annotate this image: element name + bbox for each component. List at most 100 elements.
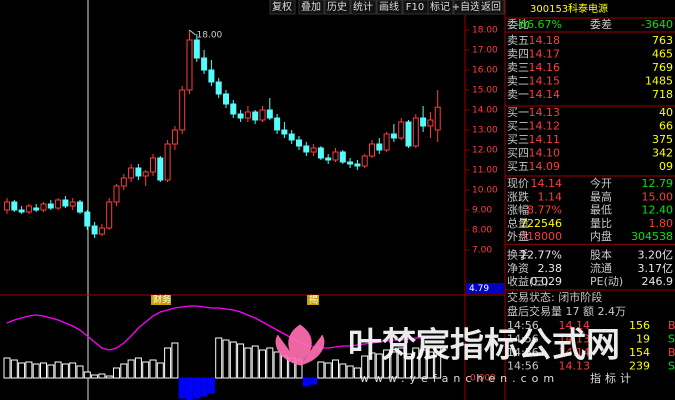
candle-body: [84, 211, 91, 227]
row-label: 涨幅: [507, 204, 529, 217]
candle-body: [215, 81, 222, 95]
watermark: 叶梵宸指标公式网 www.yefanchen.com 指标计: [275, 324, 635, 385]
row-price: 14.13: [529, 106, 561, 119]
indicator-bar: [105, 375, 113, 379]
cursor-box: [466, 283, 504, 294]
tick-price: 14.13: [559, 333, 591, 346]
row-label: 总量: [507, 216, 529, 230]
toolbar-button[interactable]: [269, 0, 296, 15]
toolbar-label[interactable]: 统计: [353, 0, 373, 13]
candle-body: [25, 205, 32, 213]
indicator-line: [6, 305, 438, 351]
y-tick-label: 18.00: [472, 26, 498, 36]
indicator-bar: [171, 342, 179, 379]
candle-body: [18, 209, 25, 213]
toolbar-label[interactable]: 返回: [481, 1, 501, 13]
high-label: 18.00: [197, 31, 223, 41]
indicator-bar: [10, 359, 18, 379]
row-volume: 66: [659, 120, 673, 133]
indicator-bar: [412, 347, 420, 379]
toolbar-label[interactable]: 画线: [379, 0, 399, 13]
status: 交易状态: 闭市阶段: [507, 290, 602, 304]
indicator-bar: [113, 367, 120, 379]
candle-body: [47, 203, 54, 209]
indicator-bar: [273, 351, 281, 379]
row-value: 0.029: [531, 275, 563, 288]
y-tick-label: 16.00: [472, 66, 498, 76]
stock-name: 科泰电源: [568, 2, 608, 15]
candle-body: [274, 117, 281, 131]
toolbar-button[interactable]: [350, 0, 377, 15]
candle-body: [113, 185, 120, 203]
y-tick-label: 9.00: [472, 206, 492, 216]
stock-code: 300153: [530, 4, 568, 15]
indicator-bar: [383, 349, 391, 379]
row-value: 246.9: [642, 275, 674, 288]
y-tick-label: 10.00: [472, 186, 498, 196]
toolbar-button[interactable]: [427, 0, 454, 15]
indicator-bar: [25, 361, 33, 379]
watermark-title: 叶梵宸指标公式网: [348, 326, 620, 366]
toolbar-label[interactable]: +自选: [452, 0, 480, 13]
toolbar-button[interactable]: [478, 0, 505, 15]
candle-body: [106, 201, 113, 229]
row-value: 3.20亿: [638, 249, 674, 262]
toolbar-button[interactable]: [324, 0, 351, 15]
y-tick-label: 13.00: [472, 126, 498, 136]
indicator-bar: [207, 377, 215, 394]
toolbar-button[interactable]: [376, 0, 403, 15]
candle-body: [157, 157, 164, 181]
tick-price: 14.14: [559, 346, 591, 359]
row-value: 418000: [520, 230, 562, 243]
watermark-url: www.yefanchen.com: [360, 372, 559, 385]
row-price: 14.17: [529, 48, 561, 61]
indicator-bar: [324, 362, 332, 379]
indicator-bar: [40, 362, 47, 379]
row-price: 14.09: [529, 160, 561, 173]
watermark-sub: 指标计: [590, 371, 635, 385]
row-volume: 465: [652, 48, 673, 61]
indicator-bar: [259, 349, 266, 379]
toolbar-label[interactable]: 标记: [430, 1, 450, 13]
indicator-bar: [353, 367, 361, 379]
indicator-bar: [361, 355, 369, 379]
candle-body: [11, 201, 18, 211]
indicator-bar: [193, 377, 201, 399]
candle-body: [259, 109, 266, 121]
toolbar-label[interactable]: 历史: [327, 1, 347, 13]
row-volume: 09: [659, 160, 673, 173]
indicator-bar: [339, 363, 347, 379]
row-label: 收益(三): [507, 274, 549, 288]
toolbar-button[interactable]: [298, 0, 325, 15]
tick-side: B: [668, 346, 675, 359]
candle-body: [128, 167, 135, 179]
indicator-bar: [18, 362, 26, 379]
row-value: 22.77%: [520, 249, 562, 262]
candle-body: [383, 133, 390, 151]
row-value: 2.38: [538, 262, 563, 275]
indicator-bar: [54, 361, 62, 379]
high-pointer: [189, 29, 196, 36]
row-price: 14.15: [529, 75, 561, 88]
tick-volume: 156: [629, 319, 650, 332]
toolbar-label[interactable]: 叠加: [301, 1, 321, 13]
candle-body: [69, 201, 76, 207]
toolbar-label[interactable]: F10: [406, 2, 424, 13]
y-tick-label: 7.00: [472, 246, 492, 256]
row-label: 净资: [507, 261, 529, 275]
indicator-bar: [83, 371, 91, 379]
indicator-bar: [426, 351, 434, 379]
row-value: 15.00: [642, 190, 674, 203]
candle-body: [91, 225, 98, 235]
event-box: [307, 295, 319, 305]
candle-body: [171, 129, 178, 145]
indicator-bar: [32, 363, 40, 379]
toolbar-label[interactable]: 复权: [272, 0, 292, 13]
candle-body: [98, 227, 105, 235]
tick-time: 14:56: [507, 360, 539, 373]
indicator-bar: [215, 337, 223, 379]
row-price: 14.18: [529, 34, 561, 47]
tick-time: 14:56: [507, 333, 539, 346]
row-label: 委比: [507, 18, 529, 31]
